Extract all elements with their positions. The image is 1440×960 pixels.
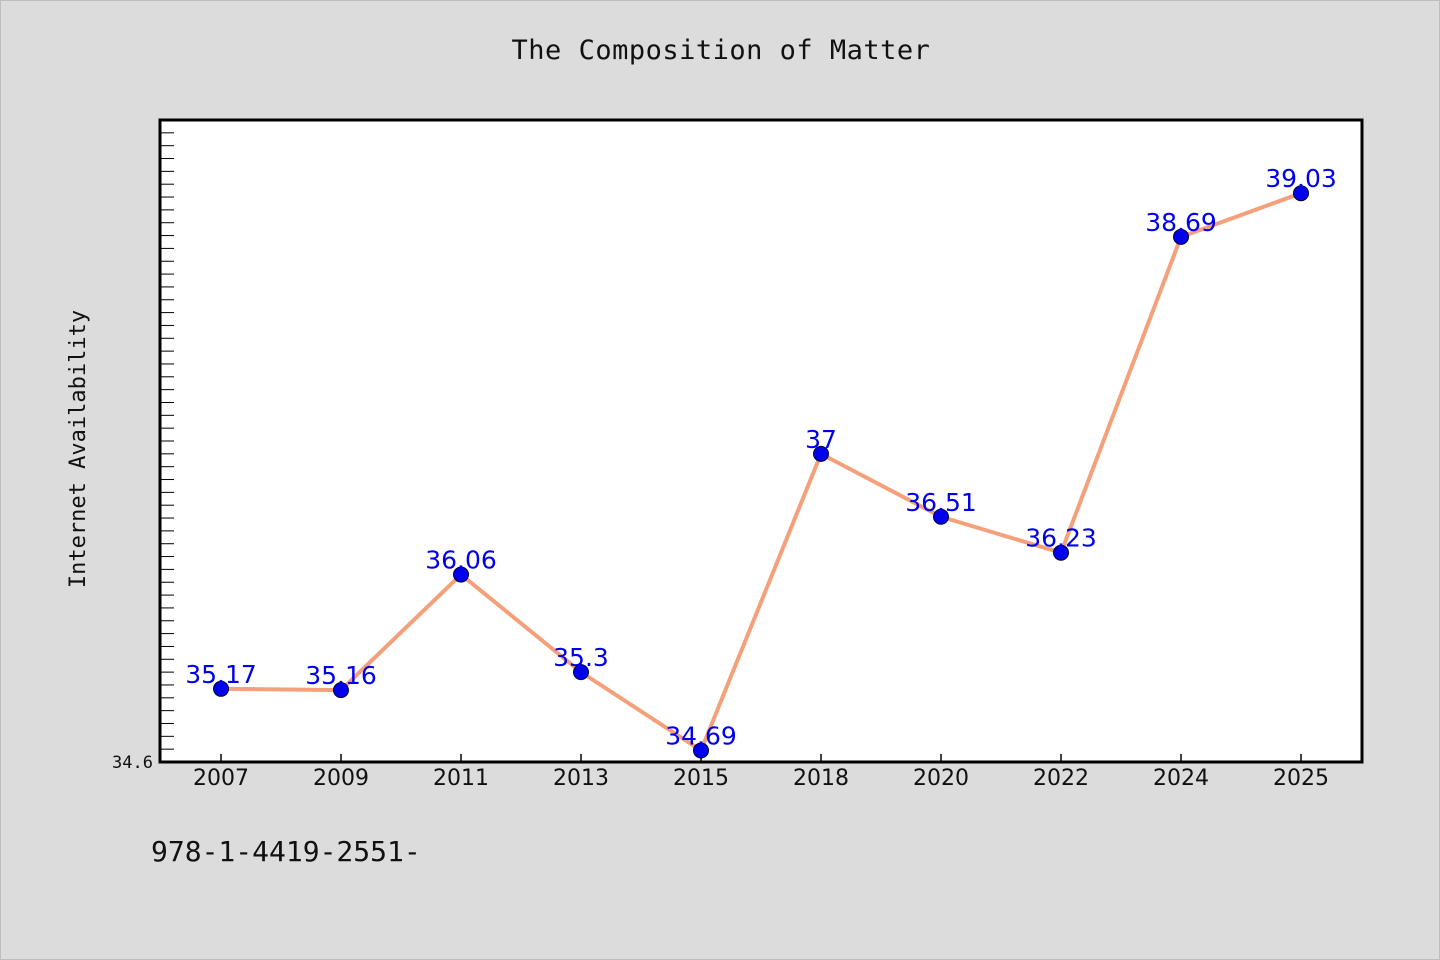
data-label: 36.23 — [1025, 524, 1097, 553]
data-label: 34.69 — [665, 721, 737, 750]
y-axis-tick-label: 34.6 — [112, 753, 153, 773]
x-tick-label: 2018 — [793, 766, 849, 791]
data-label: 36.51 — [905, 488, 977, 517]
x-tick-label: 2020 — [913, 766, 969, 791]
data-label: 35.16 — [305, 661, 377, 690]
series-markers — [213, 185, 1309, 759]
footer-text: 978-1-4419-2551- — [151, 835, 421, 868]
data-point — [693, 742, 709, 759]
y-axis-label: Internet Availability — [66, 310, 91, 588]
data-point — [1293, 185, 1309, 202]
data-label: 37 — [805, 425, 837, 454]
data-label: 35.3 — [553, 643, 609, 672]
data-label: 38.69 — [1145, 208, 1217, 237]
x-tick-label: 2013 — [553, 766, 609, 791]
x-tick-label: 2009 — [313, 766, 369, 791]
data-point — [933, 508, 949, 525]
data-point — [1173, 228, 1189, 245]
x-tick-label: 2024 — [1153, 766, 1209, 791]
data-point — [1053, 544, 1069, 561]
x-tick-label: 2025 — [1273, 766, 1329, 791]
x-axis-tick-labels: 2007 2009 2011 2013 2015 2018 2020 2022 2024 2025 — [193, 766, 1329, 791]
x-tick-label: 2022 — [1033, 766, 1089, 791]
series-line — [220, 191, 1302, 753]
x-tick-label: 2015 — [673, 766, 729, 791]
x-tick-label: 2011 — [433, 766, 489, 791]
data-point — [453, 566, 469, 583]
data-label: 35.17 — [185, 660, 257, 689]
data-point — [573, 664, 589, 681]
data-point — [213, 680, 229, 697]
y-axis-ticks — [160, 119, 174, 763]
data-label: 39.03 — [1265, 164, 1337, 193]
chart-title: The Composition of Matter — [511, 35, 931, 66]
data-point — [333, 682, 349, 699]
data-point — [813, 445, 829, 462]
data-labels: 35.17 35.16 36.06 35.3 34.69 37 36.51 36.23 38.6… — [185, 164, 1337, 750]
data-label: 36.06 — [425, 546, 497, 575]
plot-area — [158, 118, 1364, 764]
x-tick-label: 2007 — [193, 766, 249, 791]
